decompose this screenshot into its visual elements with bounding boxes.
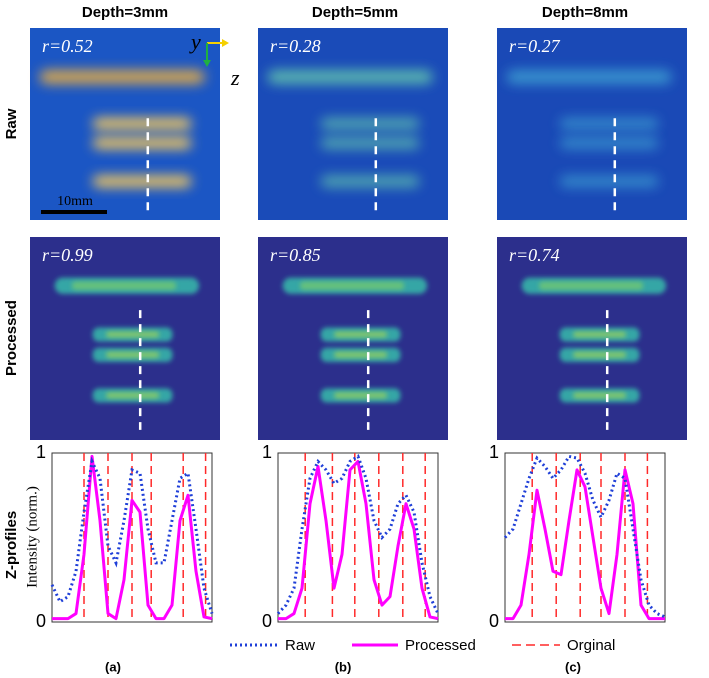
legend-label: Orginal: [567, 637, 615, 654]
stripe: [92, 137, 192, 149]
stripe-core: [106, 331, 160, 338]
stripe: [92, 118, 192, 130]
arrow-head: [222, 39, 229, 47]
panel-label: (a): [105, 659, 121, 674]
raw-profile: [276, 454, 440, 615]
stripe: [559, 175, 659, 188]
processed-profile: [278, 459, 439, 621]
stripe: [320, 175, 420, 188]
raw-profile: [503, 454, 666, 619]
y-tick-label: 1: [489, 442, 499, 462]
r-value: r=0.27: [509, 36, 561, 56]
r-value: r=0.85: [270, 245, 321, 265]
stripe: [320, 118, 420, 130]
stripe-core: [106, 392, 160, 399]
stripe-core: [334, 331, 388, 338]
y-tick-label: 0: [36, 611, 46, 631]
stripe-core: [573, 351, 627, 358]
raw-profile: [50, 456, 214, 615]
y-tick-label: 0: [489, 611, 499, 631]
y-axis-label: Intensity (norm.): [24, 486, 40, 588]
column-title: Depth=3mm: [82, 4, 168, 21]
stripe: [92, 175, 192, 188]
stripe: [267, 70, 433, 84]
panel-label: (c): [565, 659, 581, 674]
stripe: [320, 137, 420, 149]
panel-label: (b): [335, 659, 352, 674]
column-title: Depth=5mm: [312, 4, 398, 21]
r-value: r=0.52: [42, 36, 93, 56]
r-value: r=0.28: [270, 36, 321, 56]
scale-bar-label: 10mm: [57, 194, 93, 209]
stripe: [559, 137, 659, 149]
processed-profile: [505, 468, 665, 621]
stripe-core: [299, 281, 405, 290]
stripe-core: [106, 351, 160, 358]
y-tick-label: 0: [262, 611, 272, 631]
row-label: Raw: [3, 108, 20, 139]
y-tick-label: 1: [262, 442, 272, 462]
stripe: [39, 70, 205, 84]
stripe-core: [573, 392, 627, 399]
row-label: Z-profiles: [3, 511, 20, 579]
stripe: [506, 70, 672, 84]
stripe-core: [334, 351, 388, 358]
stripe-core: [538, 281, 644, 290]
r-value: r=0.99: [42, 245, 93, 265]
arrow-head: [203, 60, 211, 67]
stripe: [559, 118, 659, 130]
r-value: r=0.74: [509, 245, 560, 265]
legend-label: Raw: [285, 637, 315, 654]
processed-profile: [52, 454, 213, 621]
y-tick-label: 1: [36, 442, 46, 462]
axis-annotation: z: [230, 65, 240, 90]
legend-label: Processed: [405, 637, 476, 654]
column-title: Depth=8mm: [542, 4, 628, 21]
stripe-core: [334, 392, 388, 399]
scale-bar: [41, 210, 107, 214]
row-label: Processed: [3, 300, 20, 376]
axis-annotation: y: [189, 29, 201, 54]
stripe-core: [71, 281, 177, 290]
stripe-core: [573, 331, 627, 338]
